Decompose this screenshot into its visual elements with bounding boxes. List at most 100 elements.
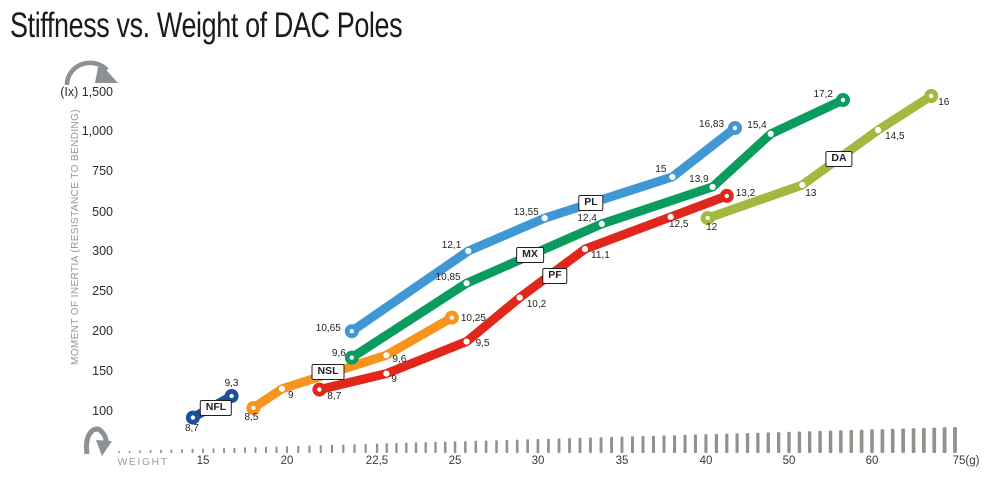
x-axis-tick-mark: [424, 442, 427, 453]
x-axis-tick-mark: [631, 436, 634, 453]
series-endpoint-pf: [312, 382, 327, 397]
x-axis-tick-mark: [849, 430, 853, 453]
x-axis-tick-mark: [704, 434, 708, 453]
x-axis-tick-mark: [808, 431, 812, 453]
x-axis-tick-mark: [787, 431, 791, 453]
series-endpoint-nsl: [246, 400, 261, 415]
x-axis-tick-mark: [149, 450, 152, 453]
series-point-pf: [667, 213, 674, 220]
x-axis-tick-mark: [453, 441, 457, 453]
x-axis-tick-mark: [170, 449, 173, 453]
x-axis-tick-mark: [395, 443, 398, 453]
page-title: Stiffness vs. Weight of DAC Poles: [10, 6, 403, 45]
series-point-pf: [463, 338, 470, 345]
x-axis-tick-mark: [557, 438, 561, 453]
series-line-mx: [347, 95, 848, 363]
x-axis-tick-mark: [693, 434, 697, 453]
x-axis-tick-mark: [777, 432, 781, 453]
x-axis-tick-mark: [375, 443, 379, 453]
x-axis-tick-mark: [901, 428, 905, 453]
x-axis-tick-mark: [932, 427, 937, 453]
x-axis-tick-mark: [515, 439, 519, 453]
x-axis-tick-mark: [880, 429, 885, 453]
series-endpoint-pf: [719, 188, 734, 203]
series-endpoint-mx: [344, 350, 359, 365]
x-axis-tick-mark: [319, 445, 322, 453]
x-axis-tick-mark: [683, 434, 687, 453]
series-endpoint-pl: [344, 324, 359, 339]
x-axis-tick-mark: [662, 435, 666, 453]
x-axis-tick-mark: [589, 437, 592, 453]
x-axis-tick-mark: [526, 439, 529, 453]
x-axis-ticks: [118, 427, 957, 453]
x-axis-tick-mark: [139, 450, 141, 453]
x-axis-tick-mark: [128, 450, 131, 453]
x-axis-tick-mark: [766, 432, 770, 453]
x-axis-tick-mark: [265, 446, 267, 453]
x-axis-tick-mark: [254, 447, 257, 453]
x-axis-tick-mark: [118, 451, 120, 453]
x-axis-tick-mark: [484, 440, 488, 453]
x-axis-tick-mark: [364, 443, 367, 453]
x-axis-tick-mark: [385, 443, 388, 453]
x-axis-tick-mark: [191, 448, 194, 453]
series-point-pf: [516, 294, 523, 301]
x-axis-tick-mark: [308, 445, 311, 453]
x-axis-tick-mark: [202, 448, 204, 453]
x-axis-tick-mark: [568, 438, 571, 453]
x-axis-tick-mark: [725, 433, 729, 453]
x-axis-tick-mark: [818, 430, 822, 453]
x-axis-tick-mark: [620, 436, 624, 453]
x-axis-tick-mark: [673, 435, 677, 453]
x-axis-tick-mark: [745, 433, 750, 453]
x-axis-tick-mark: [414, 442, 418, 453]
x-axis-tick-mark: [890, 428, 895, 453]
series-endpoint-nfl: [224, 388, 239, 403]
series-point-da: [875, 126, 882, 134]
series-endpoint-da: [700, 211, 715, 226]
series-line-pl: [347, 123, 740, 336]
series-point-pl: [541, 215, 548, 222]
x-axis-tick-mark: [859, 429, 864, 453]
x-axis-tick-mark: [495, 440, 498, 453]
x-axis-tick-mark: [474, 440, 477, 453]
x-axis-tick-mark: [536, 439, 540, 453]
series-point-pl: [465, 247, 472, 255]
series-point-nsl: [278, 385, 286, 392]
series-layer: [185, 89, 939, 425]
x-axis-tick-mark: [275, 446, 278, 453]
series-endpoint-mx: [836, 93, 851, 108]
series-endpoint-pl: [728, 121, 743, 136]
x-axis-tick-mark: [212, 448, 215, 453]
series-point-pf: [581, 246, 589, 253]
x-axis-tick-mark: [839, 430, 843, 453]
x-axis-tick-mark: [464, 441, 467, 453]
x-axis-tick-mark: [405, 442, 408, 453]
x-axis-tick-mark: [870, 429, 874, 453]
series-endpoint-nfl: [185, 410, 200, 425]
x-axis-tick-mark: [244, 447, 246, 453]
x-axis-tick-mark: [444, 441, 447, 453]
x-axis-tick-mark: [297, 445, 300, 453]
series-point-nsl: [383, 352, 390, 359]
x-axis-tick-mark: [714, 433, 718, 453]
x-axis-tick-mark: [735, 433, 739, 453]
x-axis-tick-mark: [233, 447, 236, 453]
series-point-mx: [709, 183, 716, 190]
x-axis-tick-mark: [578, 437, 582, 453]
x-axis-tick-mark: [610, 436, 613, 453]
x-axis-tick-mark: [181, 449, 183, 453]
series-point-mx: [598, 220, 605, 227]
series-endpoint-da: [924, 89, 939, 104]
series-point-da: [799, 181, 806, 189]
x-axis-tick-mark: [547, 438, 550, 453]
x-axis-tick-mark: [641, 436, 645, 453]
x-axis-tick-mark: [330, 444, 334, 453]
x-axis-loop-arrow-icon: [84, 426, 112, 456]
x-axis-tick-mark: [434, 441, 437, 453]
x-axis-tick-mark: [922, 427, 926, 453]
x-axis-tick-mark: [828, 430, 833, 453]
series-point-mx: [767, 130, 774, 137]
x-axis-tick-mark: [342, 444, 345, 453]
